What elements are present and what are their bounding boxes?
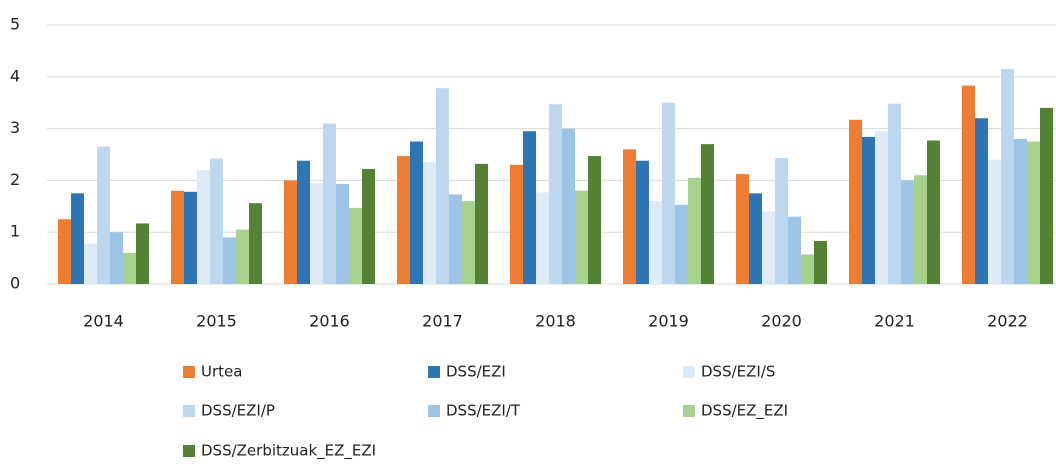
- bar: [575, 190, 588, 284]
- legend-swatch: [183, 405, 195, 417]
- legend-label: DSS/EZI/P: [201, 402, 275, 420]
- legend-swatch: [428, 366, 440, 378]
- bar: [410, 141, 423, 284]
- bar: [310, 182, 323, 284]
- bar: [549, 104, 562, 284]
- x-tick-label: 2021: [874, 312, 915, 331]
- bar: [110, 232, 123, 284]
- bar: [801, 254, 814, 284]
- legend-swatch: [683, 405, 695, 417]
- bar: [197, 170, 210, 284]
- legend-label: DSS/EZI/S: [701, 363, 775, 381]
- bar: [1001, 69, 1014, 284]
- bar: [849, 119, 862, 284]
- bar: [762, 211, 775, 284]
- x-tick-label: 2020: [761, 312, 802, 331]
- bar: [962, 85, 975, 284]
- bar: [123, 252, 136, 284]
- bar: [536, 192, 549, 284]
- bar: [71, 193, 84, 284]
- legend-swatch: [683, 366, 695, 378]
- bar: [297, 160, 310, 284]
- legend-label: DSS/EZI: [446, 363, 506, 381]
- bar: [623, 149, 636, 284]
- legend-label: DSS/EZI/T: [446, 402, 521, 420]
- bar: [1027, 141, 1040, 284]
- y-tick-label: 2: [10, 170, 20, 189]
- bar: [862, 136, 875, 284]
- x-tick-label: 2018: [535, 312, 576, 331]
- bar: [58, 219, 71, 284]
- legend-label: DSS/EZ_EZI: [701, 402, 788, 421]
- bar: [988, 159, 1001, 284]
- bar: [749, 193, 762, 284]
- y-tick-label: 1: [10, 222, 20, 241]
- bar: [788, 216, 801, 284]
- bar: [210, 158, 223, 284]
- bar: [814, 241, 827, 284]
- bar: [775, 158, 788, 284]
- bar: [136, 223, 149, 284]
- bar: [975, 118, 988, 285]
- bar: [510, 164, 523, 284]
- bar: [336, 184, 349, 284]
- bar: [84, 243, 97, 284]
- bar: [523, 131, 536, 284]
- bar: [914, 175, 927, 284]
- x-tick-label: 2019: [648, 312, 689, 331]
- bar: [171, 190, 184, 284]
- legend-swatch: [183, 366, 195, 378]
- legend-swatch: [428, 405, 440, 417]
- bar: [688, 177, 701, 284]
- bar: [475, 163, 488, 284]
- bar: [927, 140, 940, 284]
- x-tick-label: 2016: [309, 312, 350, 331]
- y-tick-label: 4: [10, 66, 20, 85]
- y-tick-label: 0: [10, 274, 20, 293]
- y-tick-label: 5: [10, 15, 20, 34]
- bar: [1014, 138, 1027, 284]
- bar: [249, 203, 262, 284]
- bar: [236, 229, 249, 284]
- bar: [436, 88, 449, 284]
- bar: [636, 160, 649, 284]
- bar: [397, 156, 410, 284]
- x-tick-label: 2022: [987, 312, 1028, 331]
- bar: [588, 156, 601, 284]
- bar: [736, 174, 749, 284]
- bar: [97, 146, 110, 284]
- bar: [184, 191, 197, 284]
- bar: [362, 169, 375, 284]
- bar: [223, 237, 236, 284]
- y-tick-label: 3: [10, 118, 20, 137]
- bar: [875, 131, 888, 284]
- x-tick-label: 2017: [422, 312, 463, 331]
- legend-label: Urtea: [201, 363, 242, 381]
- bar: [888, 103, 901, 285]
- bar: [662, 102, 675, 284]
- bar: [675, 204, 688, 284]
- bar: [562, 128, 575, 284]
- bar: [462, 201, 475, 284]
- x-tick-label: 2015: [196, 312, 237, 331]
- bar: [423, 162, 436, 284]
- bar: [649, 201, 662, 284]
- bar: [349, 207, 362, 284]
- bar: [701, 144, 714, 284]
- legend-label: DSS/Zerbitzuak_EZ_EZI: [201, 442, 376, 461]
- x-tick-label: 2014: [83, 312, 124, 331]
- bar: [449, 194, 462, 284]
- bar: [901, 180, 914, 284]
- bar: [1040, 107, 1053, 284]
- bar: [284, 180, 297, 284]
- bar: [323, 123, 336, 284]
- legend-swatch: [183, 445, 195, 457]
